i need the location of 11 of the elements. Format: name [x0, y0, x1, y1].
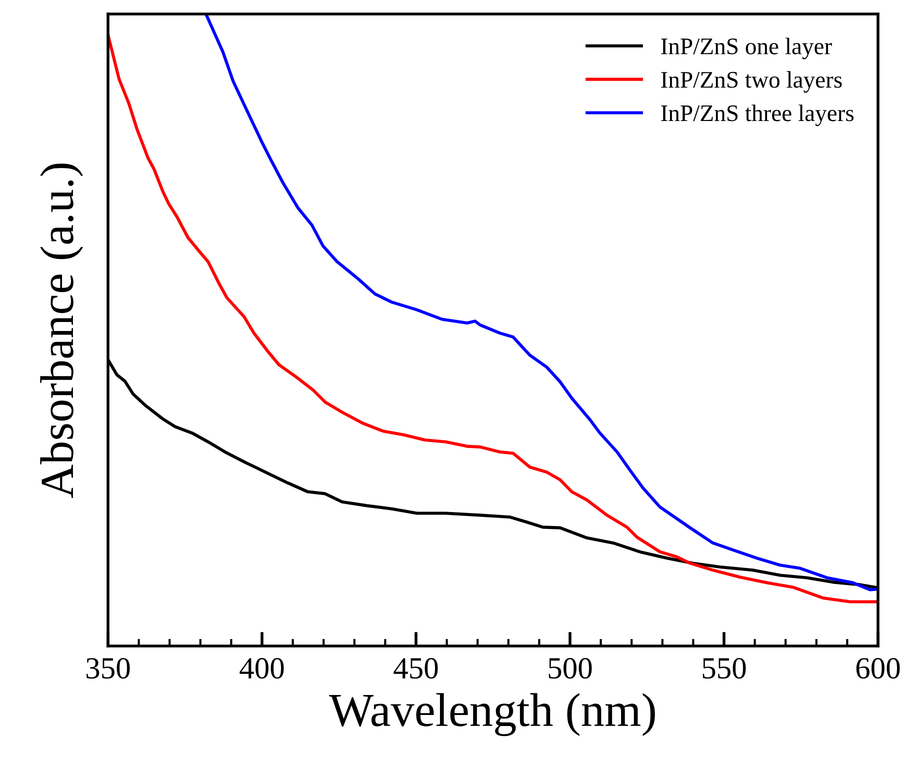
x-tick-label: 400	[240, 658, 284, 679]
legend-label: InP/ZnS one layer	[661, 38, 832, 60]
legend-label: InP/ZnS three layers	[661, 104, 854, 126]
x-tick-label: 500	[548, 658, 592, 679]
legend-label: InP/ZnS two layers	[661, 71, 842, 93]
x-tick-label: 350	[86, 658, 130, 679]
x-axis-title: Wavelength (nm)	[329, 693, 655, 736]
x-tick-label: 550	[702, 658, 746, 679]
y-axis-title: Absorbance (a.u.)	[40, 164, 83, 498]
x-tick-label: 450	[394, 658, 438, 679]
x-tick-label: 600	[856, 658, 900, 679]
